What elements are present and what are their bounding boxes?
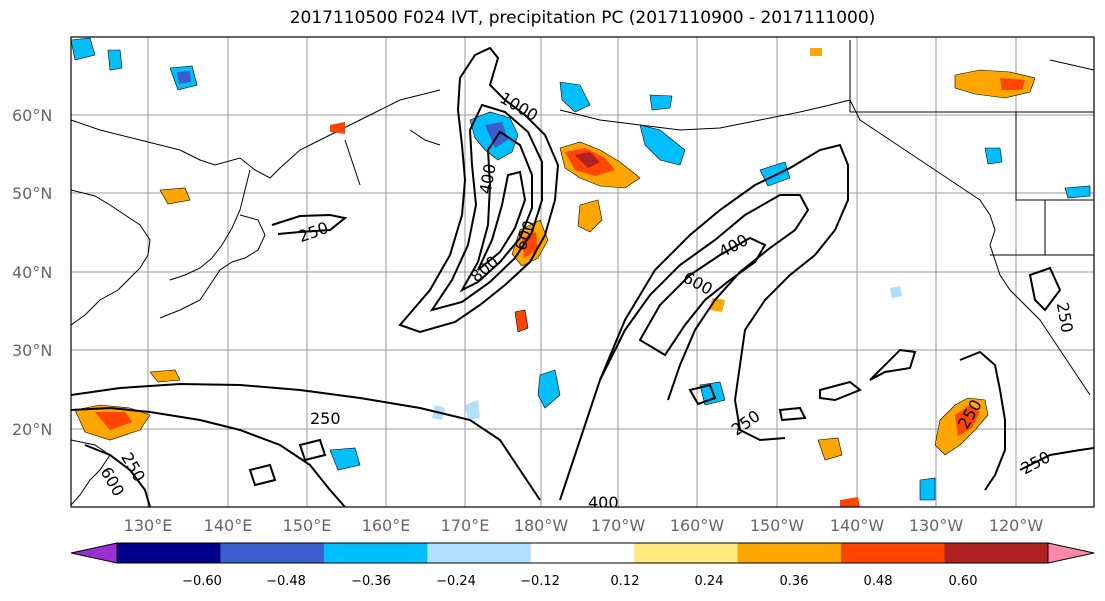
colorbar-tick-label: 0.12 (611, 574, 640, 589)
lon-label: 170°E (441, 516, 490, 535)
colorbar-cell (944, 543, 1049, 563)
precip-fills (71, 37, 1091, 507)
colorbar-tick-label: 0.36 (780, 574, 809, 589)
colorbar-tick-label: −0.48 (266, 574, 306, 589)
lon-label: 150°W (750, 516, 805, 535)
lon-label: 170°W (591, 516, 646, 535)
colorbar-cell (323, 543, 428, 563)
latitude-labels: 60°N 50°N 40°N 30°N 20°N (12, 106, 52, 439)
lat-label: 20°N (12, 420, 52, 439)
colorbar-cell (737, 543, 842, 563)
longitude-labels: 130°E 140°E 150°E 160°E 170°E 180°W 170°… (124, 516, 1044, 535)
lon-label: 160°E (362, 516, 411, 535)
colorbar-extend-left (70, 542, 118, 564)
colorbar-cell (530, 543, 635, 563)
colorbar-extend-right (1047, 542, 1095, 564)
ivt-contours (71, 46, 1094, 507)
colorbar-tick-label: 0.60 (949, 574, 978, 589)
colorbar-tick-label: −0.60 (182, 574, 222, 589)
colorbar-tick-label: −0.24 (436, 574, 476, 589)
lon-label: 120°W (989, 516, 1044, 535)
colorbar-cell (841, 543, 946, 563)
lon-label: 130°E (124, 516, 173, 535)
colorbar-tick-label: 0.48 (864, 574, 893, 589)
lat-label: 30°N (12, 341, 52, 360)
lat-label: 60°N (12, 106, 52, 125)
lon-label: 150°E (283, 516, 332, 535)
contour-label: 400 (588, 493, 619, 512)
lat-label: 40°N (12, 263, 52, 282)
map-title: 2017110500 F024 IVT, precipitation PC (2… (289, 8, 876, 28)
colorbar: −0.60 −0.48 −0.36 −0.24 −0.12 0.12 0.24 … (70, 542, 1095, 589)
lon-label: 130°W (909, 516, 964, 535)
colorbar-tick-label: −0.36 (351, 574, 391, 589)
lat-label: 50°N (12, 184, 52, 203)
colorbar-tick-label: 0.24 (695, 574, 724, 589)
coastlines (71, 40, 1094, 506)
colorbar-cell (427, 543, 532, 563)
contour-label: 250 (310, 409, 341, 428)
colorbar-outline (116, 542, 1049, 564)
map-frame (70, 36, 1095, 508)
colorbar-cell (220, 543, 325, 563)
colorbar-cell (117, 543, 221, 563)
colorbar-tick-label: −0.12 (520, 574, 560, 589)
lon-label: 140°E (204, 516, 253, 535)
lon-label: 160°W (670, 516, 725, 535)
colorbar-cell (634, 543, 739, 563)
gridlines (71, 37, 1094, 507)
lon-label: 140°W (830, 516, 885, 535)
lon-label: 180°W (514, 516, 569, 535)
